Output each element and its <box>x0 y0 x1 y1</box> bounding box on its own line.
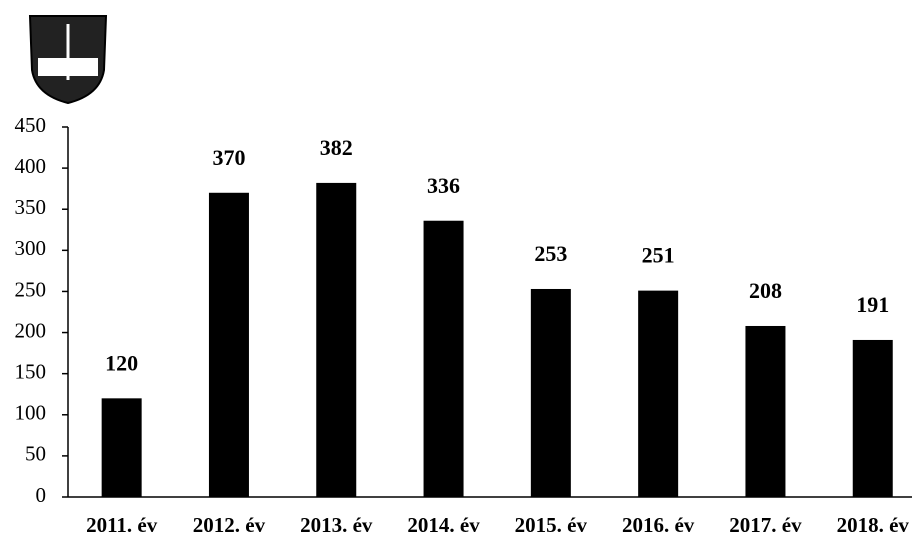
chart: 0 50 100 150 200 250 300 350 400 450 2011. év 120 20… <box>0 0 914 540</box>
bar <box>531 289 571 497</box>
x-tick-label: 2011. év <box>86 513 158 537</box>
y-tick-label: 200 <box>15 318 47 342</box>
x-tick-label: 2012. év <box>193 513 266 537</box>
y-tick-label: 350 <box>15 195 47 219</box>
x-tick-label: 2015. év <box>515 513 588 537</box>
x-tick-label: 2013. év <box>300 513 373 537</box>
y-tick-label: 250 <box>15 277 47 301</box>
y-tick-label: 300 <box>15 236 47 260</box>
bar <box>638 291 678 497</box>
x-tick-label: 2014. év <box>407 513 480 537</box>
y-tick-label: 150 <box>15 359 47 383</box>
value-label: 370 <box>212 145 245 170</box>
bar <box>745 326 785 497</box>
x-tick-label: 2016. év <box>622 513 695 537</box>
x-tick-label: 2018. év <box>837 513 910 537</box>
x-tick-label: 2017. év <box>729 513 802 537</box>
value-label: 336 <box>427 173 460 198</box>
bar <box>209 193 249 497</box>
value-label: 208 <box>749 278 782 303</box>
value-label: 253 <box>534 241 567 266</box>
bar <box>424 221 464 497</box>
value-label: 120 <box>105 350 138 375</box>
y-tick-label: 400 <box>15 154 47 178</box>
y-tick-label: 50 <box>25 442 46 466</box>
bar <box>316 183 356 497</box>
logo <box>30 16 106 103</box>
value-label: 382 <box>320 135 353 160</box>
bar <box>853 340 893 497</box>
y-tick-label: 450 <box>15 113 47 137</box>
value-label: 251 <box>642 243 675 268</box>
value-label: 191 <box>856 292 889 317</box>
y-tick-label: 100 <box>15 401 47 425</box>
bar <box>102 398 142 497</box>
y-tick-label: 0 <box>36 483 47 507</box>
